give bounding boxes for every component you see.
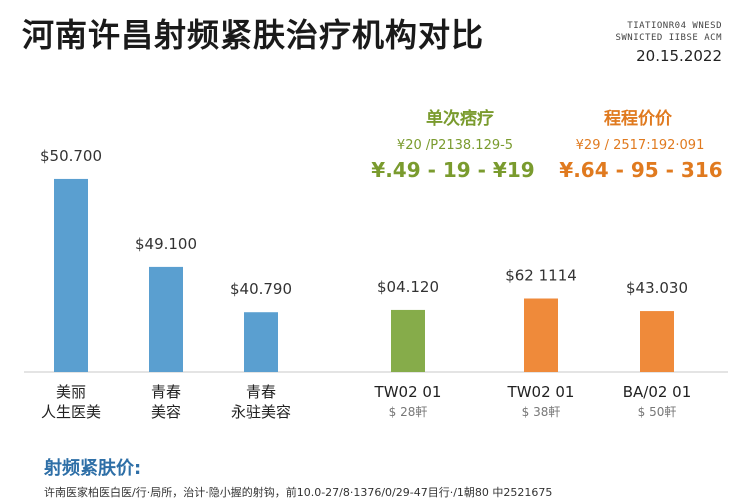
single-price-sub: ¥20 /P2138.129-5: [396, 138, 514, 153]
course-price-range: ¥.64 - 95 - 316: [559, 158, 723, 182]
category-label-1-1: 美容: [151, 403, 181, 421]
category-sub-label-4: $ 38軒: [522, 405, 561, 419]
single-price-header: 单次痞疗: [426, 109, 494, 129]
category-label-4-0: TW02 01: [507, 383, 575, 401]
bar-value-label-1: $49.100: [135, 235, 197, 253]
top-right-info: TIATIONR04 WNESD SWNICTED IIBSE ACM 20.1…: [615, 20, 722, 65]
category-label-2-1: 永驻美容: [231, 403, 291, 421]
course-price-sub: ¥29 / 2517:192·091: [575, 138, 705, 153]
category-label-2-0: 青春: [246, 383, 276, 401]
single-price-range: ¥.49 - 19 - ¥19: [371, 158, 535, 182]
bar-5: [640, 311, 674, 372]
top-right-line-1: TIATIONR04 WNESD: [627, 21, 722, 31]
footer-note: 许南医家柏医白医/行·局所，治计·隐小握的射钩，前10.0-27/8·1376/…: [44, 486, 553, 499]
bar-value-label-0: $50.700: [40, 147, 102, 165]
bar-value-label-3: $04.120: [377, 278, 439, 296]
bar-3: [391, 309, 425, 372]
bar-2: [244, 312, 278, 372]
category-label-0-0: 美丽: [56, 383, 86, 401]
category-label-5-0: BA/02 01: [623, 383, 692, 401]
bar-0: [54, 178, 88, 372]
bar-value-label-4: $62 1114: [505, 267, 577, 285]
bar-4: [524, 298, 558, 372]
chart-title: 河南许昌射频紧肤治疗机构对比: [22, 16, 485, 54]
category-label-3-0: TW02 01: [374, 383, 442, 401]
course-price-header: 程程价价: [604, 109, 672, 129]
footer-title: 射频紧肤价:: [44, 458, 142, 479]
top-right-date: 20.15.2022: [636, 47, 722, 65]
category-label-0-1: 人生医美: [41, 403, 101, 421]
bar-1: [149, 266, 183, 372]
category-sub-label-3: $ 28軒: [389, 405, 428, 419]
bar-value-label-2: $40.790: [230, 280, 292, 298]
bar-value-label-5: $43.030: [626, 279, 688, 297]
top-right-line-2: SWNICTED IIBSE ACM: [615, 33, 722, 43]
category-label-1-0: 青春: [151, 383, 181, 401]
category-sub-label-5: $ 50軒: [638, 405, 677, 419]
